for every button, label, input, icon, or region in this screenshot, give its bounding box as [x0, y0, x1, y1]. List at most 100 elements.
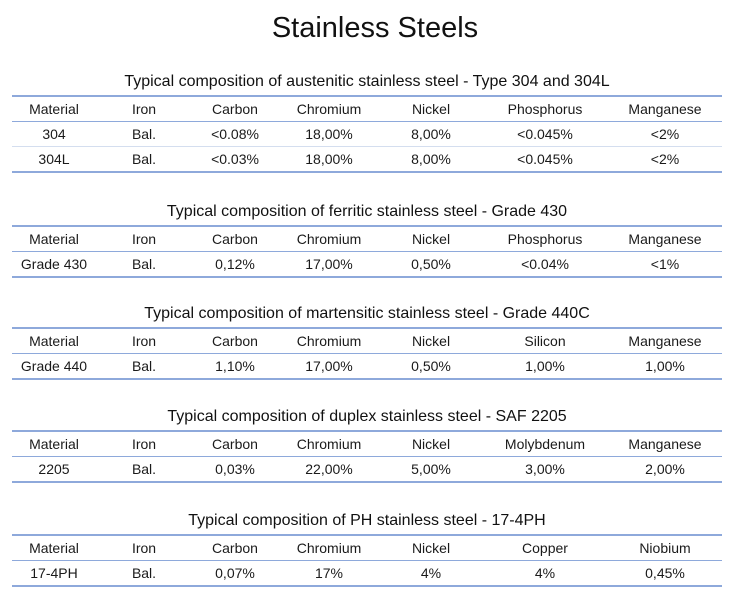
composition-table: Material Iron Carbon Chromium Nickel Silicon M…: [12, 327, 722, 380]
column-header: Chromium: [296, 436, 362, 452]
table-cell: 8,00%: [411, 126, 451, 142]
section-title: Typical composition of ferritic stainles…: [166, 203, 568, 220]
table-header-row: Material Iron Carbon Chromium Nickel Molybden…: [12, 432, 722, 457]
table-cell: 22,00%: [305, 461, 353, 477]
table-cell: 0,45%: [645, 565, 685, 581]
column-header: Iron: [131, 101, 157, 117]
table-header-row: Material Iron Carbon Chromium Nickel Phosphor…: [12, 97, 722, 122]
section-ferritic: Typical composition of ferritic stainles…: [12, 202, 722, 278]
table-cell: 2,00%: [645, 461, 685, 477]
column-header: Carbon: [212, 333, 258, 349]
column-header: Nickel: [411, 436, 451, 452]
column-header: Iron: [131, 540, 157, 556]
table-cell: Bal.: [131, 565, 157, 581]
table-cell: 17%: [314, 565, 344, 581]
table-cell: 2205: [38, 461, 70, 477]
column-header: Chromium: [296, 540, 362, 556]
column-header: Copper: [522, 540, 568, 556]
table-cell: 17,00%: [305, 256, 353, 272]
column-header: Iron: [131, 436, 157, 452]
column-header: Iron: [131, 231, 157, 247]
column-header: Chromium: [296, 101, 362, 117]
column-header: Material: [29, 101, 79, 117]
table-cell: 17-4PH: [30, 565, 78, 581]
table-cell: 304: [42, 126, 66, 142]
section-ph: Typical composition of PH stainless stee…: [12, 511, 722, 587]
table-cell: 4%: [534, 565, 556, 581]
column-header: Silicon: [524, 333, 566, 349]
table-cell: <2%: [650, 126, 680, 142]
table-cell: 0,50%: [411, 358, 451, 374]
column-header: Nickel: [411, 333, 451, 349]
column-header: Niobium: [639, 540, 691, 556]
column-header: Material: [29, 540, 79, 556]
table-cell: <1%: [650, 256, 680, 272]
column-header: Phosphorus: [507, 101, 583, 117]
column-header: Molybdenum: [504, 436, 586, 452]
table-cell: 1,00%: [645, 358, 685, 374]
table-cell: 0,07%: [215, 565, 255, 581]
column-header: Phosphorus: [507, 231, 583, 247]
section-title: Typical composition of PH stainless stee…: [188, 512, 546, 529]
table-cell: 18,00%: [305, 126, 353, 142]
table-cell: 4%: [420, 565, 442, 581]
column-header: Iron: [131, 333, 157, 349]
table-row: Grade 430 Bal. 0,12% 17,00% 0,50% <0.04% <1%: [12, 252, 722, 276]
column-header: Carbon: [212, 540, 258, 556]
table-cell: Bal.: [131, 151, 157, 167]
column-header: Manganese: [628, 436, 702, 452]
table-header-row: Material Iron Carbon Chromium Nickel Silicon M…: [12, 329, 722, 354]
table-cell: 0,50%: [411, 256, 451, 272]
table-row: Grade 440 Bal. 1,10% 17,00% 0,50% 1,00% 1,00%: [12, 354, 722, 378]
column-header: Material: [29, 436, 79, 452]
composition-table: Material Iron Carbon Chromium Nickel Copper Ni…: [12, 534, 722, 587]
column-header: Nickel: [411, 540, 451, 556]
table-cell: 0,12%: [215, 256, 255, 272]
table-cell: 8,00%: [411, 151, 451, 167]
table-header-row: Material Iron Carbon Chromium Nickel Phosphor…: [12, 227, 722, 252]
table-cell: <0.08%: [211, 126, 259, 142]
column-header: Chromium: [296, 231, 362, 247]
column-header: Carbon: [212, 101, 258, 117]
table-cell: <0.04%: [521, 256, 569, 272]
table-cell: <2%: [650, 151, 680, 167]
table-cell: Bal.: [131, 256, 157, 272]
page-title: Stainless Steels: [271, 12, 479, 44]
table-row: 17-4PH Bal. 0,07% 17% 4% 4% 0,45%: [12, 561, 722, 585]
section-martensitic: Typical composition of martensitic stain…: [12, 304, 722, 380]
table-cell: Bal.: [131, 461, 157, 477]
table-cell: Bal.: [131, 126, 157, 142]
section-title: Typical composition of austenitic stainl…: [124, 73, 610, 90]
column-header: Carbon: [212, 436, 258, 452]
table-cell: Bal.: [131, 358, 157, 374]
section-duplex: Typical composition of duplex stainless …: [12, 407, 722, 483]
table-cell: 17,00%: [305, 358, 353, 374]
table-header-row: Material Iron Carbon Chromium Nickel Copper Ni…: [12, 536, 722, 561]
table-cell: 304L: [38, 151, 70, 167]
table-cell: Grade 430: [20, 256, 88, 272]
column-header: Nickel: [411, 231, 451, 247]
table-row: 304 Bal. <0.08% 18,00% 8,00% <0.045% <2%: [12, 122, 722, 146]
table-cell: <0.045%: [517, 151, 573, 167]
composition-table: Material Iron Carbon Chromium Nickel Phosphor…: [12, 225, 722, 278]
column-header: Manganese: [628, 333, 702, 349]
table-cell: 0,03%: [215, 461, 255, 477]
composition-table: Material Iron Carbon Chromium Nickel Phosphor…: [12, 95, 722, 173]
column-header: Carbon: [212, 231, 258, 247]
composition-table: Material Iron Carbon Chromium Nickel Molybden…: [12, 430, 722, 483]
table-cell: <0.045%: [517, 126, 573, 142]
table-cell: 1,10%: [215, 358, 255, 374]
column-header: Nickel: [411, 101, 451, 117]
column-header: Manganese: [628, 101, 702, 117]
column-header: Material: [29, 231, 79, 247]
table-row: 304L Bal. <0.03% 18,00% 8,00% <0.045% <2%: [12, 146, 722, 171]
table-row: 2205 Bal. 0,03% 22,00% 5,00% 3,00% 2,00%: [12, 457, 722, 481]
section-title: Typical composition of duplex stainless …: [167, 408, 567, 425]
table-cell: <0.03%: [211, 151, 259, 167]
column-header: Material: [29, 333, 79, 349]
column-header: Manganese: [628, 231, 702, 247]
table-cell: 1,00%: [525, 358, 565, 374]
table-cell: 3,00%: [525, 461, 565, 477]
table-cell: 5,00%: [411, 461, 451, 477]
table-cell: Grade 440: [20, 358, 88, 374]
